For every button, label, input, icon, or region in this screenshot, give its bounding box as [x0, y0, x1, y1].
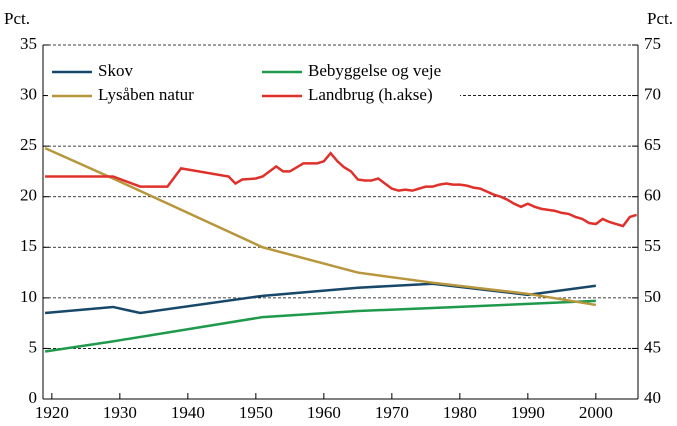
series-line: [44, 299, 596, 353]
y2-tick-label: 55: [644, 236, 661, 255]
y-tick-label: 20: [20, 186, 37, 205]
y-tick-label: 15: [20, 236, 37, 255]
legend-label: Landbrug (h.akse): [308, 85, 433, 104]
x-tick-label: 1950: [239, 403, 273, 422]
series-line: [44, 147, 597, 307]
y2-tick-label: 45: [644, 337, 661, 356]
y2-tick-label: 70: [644, 84, 661, 103]
y2-tick-label: 40: [644, 388, 661, 407]
y-axis-label: Pct.: [4, 9, 30, 28]
x-tick-label: 1980: [443, 403, 477, 422]
legend-label: Skov: [98, 61, 133, 80]
y-tick-label: 25: [20, 135, 37, 154]
x-tick-label: 1930: [103, 403, 137, 422]
y2-tick-label: 65: [644, 135, 661, 154]
y-tick-label: 0: [29, 388, 38, 407]
y2-tick-label: 75: [644, 34, 661, 53]
legend-label: Lysåben natur: [98, 85, 194, 104]
x-tick-label: 1990: [511, 403, 545, 422]
x-tick-label: 2000: [579, 403, 613, 422]
series-line: [45, 151, 637, 228]
y2-tick-label: 50: [644, 287, 661, 306]
x-tick-label: 1960: [307, 403, 341, 422]
y-tick-label: 35: [20, 34, 37, 53]
x-tick-label: 1940: [171, 403, 205, 422]
y2-axis-label: Pct.: [647, 9, 673, 28]
legend-background: [48, 60, 460, 106]
y-tick-label: 5: [29, 337, 38, 356]
y-tick-label: 10: [20, 287, 37, 306]
x-tick-label: 1970: [375, 403, 409, 422]
x-tick-label: 1920: [35, 403, 69, 422]
y-tick-label: 30: [20, 84, 37, 103]
series-line: [44, 282, 597, 315]
y2-tick-label: 60: [644, 186, 661, 205]
legend-label: Bebyggelse og veje: [308, 61, 441, 80]
